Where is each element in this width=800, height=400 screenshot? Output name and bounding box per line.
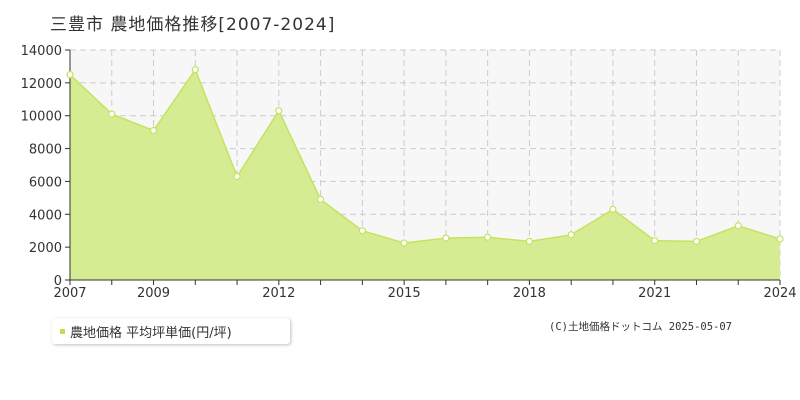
data-point [609,205,617,213]
data-point [484,233,492,241]
data-point [191,66,199,74]
data-point [651,236,659,245]
x-tick-label: 2012 [262,286,295,301]
y-tick-label: 4000 [29,208,62,223]
x-axis-tick-labels: 2007 2009 2012 2015 2018 2021 2024 [53,286,796,301]
x-tick-label: 2007 [53,286,86,301]
y-tick-label: 10000 [21,110,62,125]
copyright-text: (C)土地価格ドットコム 2025-05-07 [549,321,733,333]
data-point [233,172,241,181]
data-point [358,227,366,235]
x-tick-label: 2018 [513,286,546,301]
data-point [525,237,534,245]
y-tick-label: 2000 [29,241,62,256]
legend-label: 農地価格 平均坪単価(円/坪) [70,325,232,341]
y-tick-label: 8000 [29,143,62,158]
y-tick-label: 14000 [21,44,62,59]
y-tick-label: 12000 [21,77,62,92]
x-tick-label: 2021 [638,286,671,301]
x-tick-label: 2015 [388,286,421,301]
data-point [316,195,325,204]
data-point [66,71,74,79]
x-tick-label: 2024 [763,286,796,301]
data-markers [66,66,784,247]
series-area [70,69,780,280]
y-tick-label: 6000 [29,175,62,190]
data-point [442,234,450,242]
data-point [692,237,701,245]
axes [65,49,781,285]
data-point [149,126,158,135]
data-point [108,110,116,118]
legend-swatch [60,328,65,334]
data-point [567,231,575,239]
data-point [734,222,742,230]
series-line [69,68,781,244]
x-tick-label: 2009 [137,286,170,301]
chart-title: 三豊市 農地価格推移[2007-2024] [50,15,336,35]
y-axis-tick-labels: 0 2000 4000 6000 8000 10000 12000 14000 [21,44,62,289]
y-tick-label: 0 [54,274,62,289]
data-point [776,235,784,243]
data-point [275,107,283,115]
data-point [400,239,408,247]
legend: 農地価格 平均坪単価(円/坪) [52,318,290,344]
